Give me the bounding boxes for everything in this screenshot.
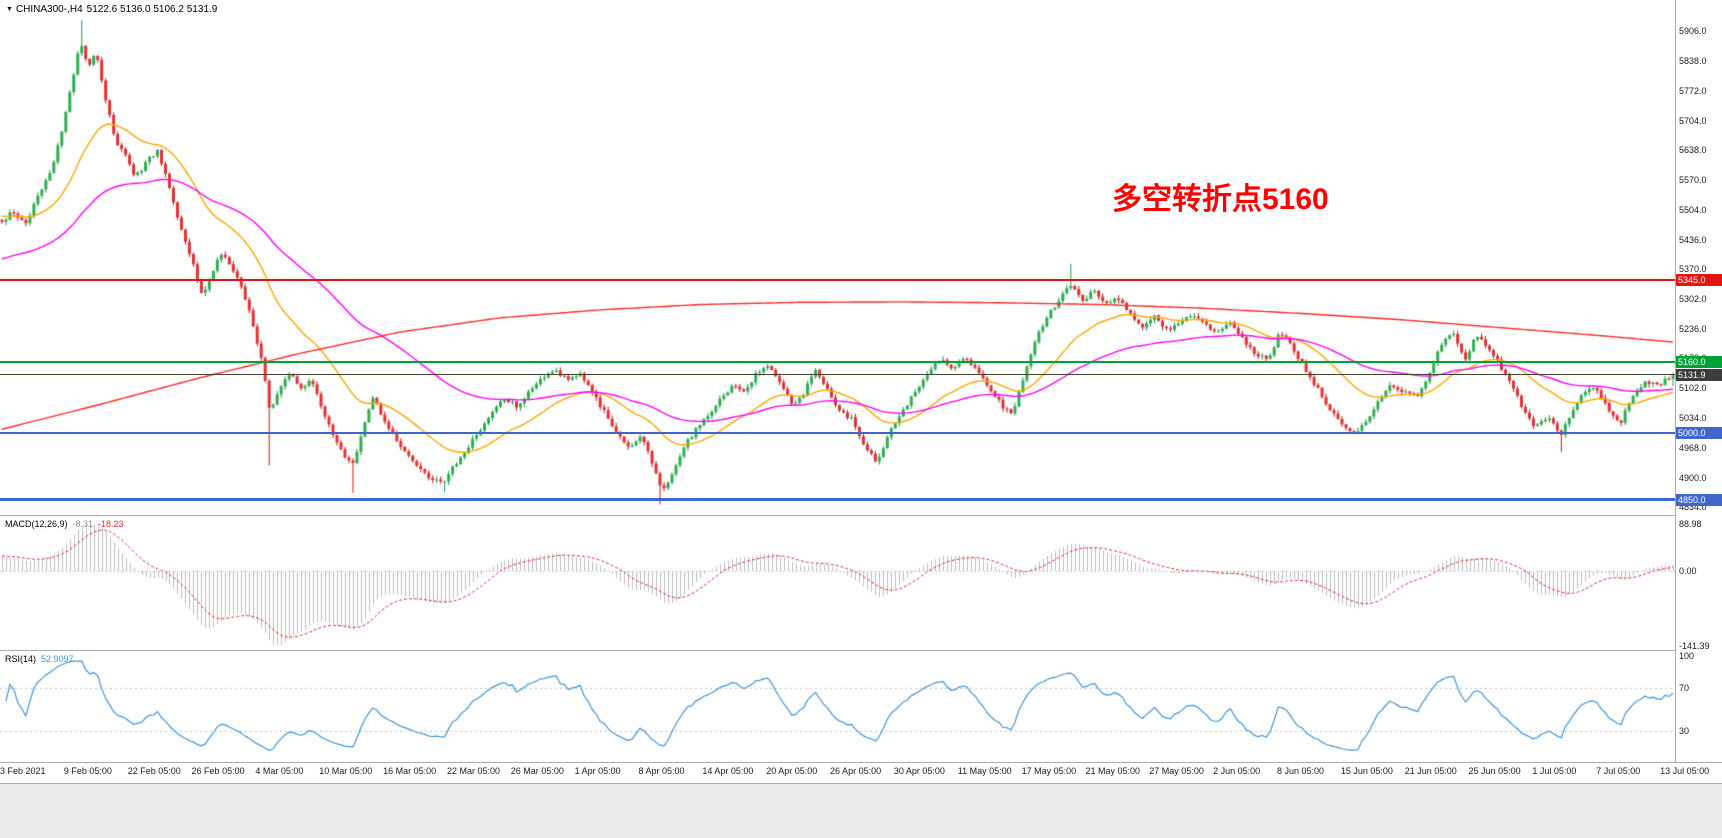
rsi-axis-label: 70 [1679, 682, 1690, 693]
main-chart-panel: ▼ CHINA300-,H4 5122.6 5136.0 5106.2 5131.9… [0, 0, 1675, 515]
rsi-value: 52.9097 [41, 654, 74, 664]
time-tick-label: 4 Mar 05:00 [255, 766, 304, 776]
price-tick-label: 5302.0 [1679, 294, 1707, 305]
macd-axis-label: -141.39 [1679, 640, 1710, 651]
price-tick-label: 5504.0 [1679, 204, 1707, 215]
time-tick-label: 17 May 05:00 [1021, 766, 1077, 776]
macd-name: MACD(12,26,9) [5, 519, 68, 529]
price-tick-label: 5838.0 [1679, 56, 1707, 67]
price-tick-label: 5704.0 [1679, 115, 1707, 126]
rsi-name: RSI(14) [5, 654, 37, 664]
bottom-strip [0, 783, 1722, 838]
symbol-period-label: CHINA300-,H4 [15, 4, 83, 15]
time-tick-label: 10 Mar 05:00 [319, 766, 373, 776]
macd-axis-label: 88.98 [1679, 519, 1702, 530]
time-tick-label: 3 Feb 2021 [0, 766, 46, 776]
panel-separator-main-macd[interactable] [0, 515, 1722, 516]
time-tick-label: 26 Apr 05:00 [830, 766, 882, 776]
chart-title: ▼ CHINA300-,H4 5122.6 5136.0 5106.2 5131.9 [6, 4, 221, 15]
time-tick-label: 16 Mar 05:00 [383, 766, 437, 776]
time-tick-label: 2 Jun 05:00 [1213, 766, 1261, 776]
price-tick-label: 4834.0 [1679, 502, 1707, 512]
time-tick-label: 22 Mar 05:00 [446, 766, 500, 776]
time-tick-label: 15 Jun 05:00 [1340, 766, 1393, 776]
time-tick-label: 26 Feb 05:00 [191, 766, 245, 776]
price-badge-5131.9: 5131.9 [1676, 368, 1722, 381]
macd-value-main: -8.31 [72, 519, 94, 529]
time-tick-label: 13 Jul 05:00 [1660, 766, 1710, 776]
time-tick-label: 25 Jun 05:00 [1468, 766, 1521, 776]
price-tick-label: 5436.0 [1679, 234, 1707, 245]
price-badge-4850.0: 4850.0 [1676, 493, 1722, 506]
time-tick-label: 20 Apr 05:00 [766, 766, 818, 776]
price-tick-label: 5236.0 [1679, 323, 1707, 334]
panel-separator-time-axis [0, 762, 1722, 763]
price-tick-label: 5772.0 [1679, 85, 1707, 96]
time-tick-label: 30 Apr 05:00 [893, 766, 945, 776]
price-axis[interactable]: 4834.04900.04968.05034.05102.05170.05236… [1676, 0, 1722, 762]
time-axis[interactable]: 3 Feb 2021 9 Feb 05:00 22 Feb 05:00 26 Feb … [0, 763, 1722, 782]
price-badge-5160.0: 5160.0 [1676, 356, 1722, 369]
price-tick-label: 5570.0 [1679, 175, 1707, 186]
macd-label: MACD(12,26,9) -8.31 -18.23 [5, 519, 129, 529]
price-badge-5000.0: 5000.0 [1676, 427, 1722, 440]
time-tick-label: 27 May 05:00 [1149, 766, 1204, 776]
rsi-panel: RSI(14) 52.9097 [0, 651, 1675, 762]
time-tick-label: 8 Jun 05:00 [1277, 766, 1325, 776]
time-tick-label: 21 May 05:00 [1085, 766, 1140, 776]
rsi-canvas[interactable] [0, 651, 1675, 762]
price-tick-label: 5906.0 [1679, 26, 1707, 36]
price-badge-5345.0: 5345.0 [1676, 274, 1722, 287]
time-tick-label: 9 Feb 05:00 [63, 766, 112, 776]
macd-value-signal: -18.23 [98, 519, 124, 529]
macd-axis-label: 0.00 [1679, 566, 1697, 576]
chart-annotation-text[interactable]: 多空转折点5160 [1112, 183, 1329, 216]
time-tick-label: 26 Mar 05:00 [510, 766, 564, 776]
time-tick-label: 21 Jun 05:00 [1404, 766, 1457, 776]
rsi-axis-label: 30 [1679, 725, 1690, 736]
chart-marker-icon: ▼ [6, 6, 13, 13]
time-tick-label: 22 Feb 05:00 [127, 766, 181, 776]
panel-separator-macd-rsi[interactable] [0, 650, 1722, 651]
price-tick-label: 5370.0 [1679, 264, 1707, 274]
axis-separator [1675, 0, 1676, 762]
time-tick-label: 7 Jul 05:00 [1596, 766, 1641, 776]
ohlc-values: 5122.6 5136.0 5106.2 5131.9 [86, 4, 218, 15]
price-tick-label: 4968.0 [1679, 442, 1707, 453]
time-tick-label: 1 Jul 05:00 [1532, 766, 1577, 776]
time-tick-label: 8 Apr 05:00 [638, 766, 685, 776]
rsi-axis-label: 100 [1679, 650, 1695, 661]
time-tick-label: 11 May 05:00 [957, 766, 1012, 776]
macd-panel: MACD(12,26,9) -8.31 -18.23 [0, 516, 1675, 650]
price-tick-label: 4900.0 [1679, 472, 1707, 483]
macd-canvas[interactable] [0, 516, 1675, 650]
time-tick-label: 1 Apr 05:00 [574, 766, 621, 776]
rsi-label: RSI(14) 52.9097 [5, 654, 79, 664]
price-tick-label: 5034.0 [1679, 413, 1707, 424]
price-tick-label: 5102.0 [1679, 383, 1707, 393]
time-tick-label: 14 Apr 05:00 [702, 766, 754, 776]
price-chart-canvas[interactable] [0, 0, 1675, 515]
price-tick-label: 5638.0 [1679, 145, 1707, 155]
